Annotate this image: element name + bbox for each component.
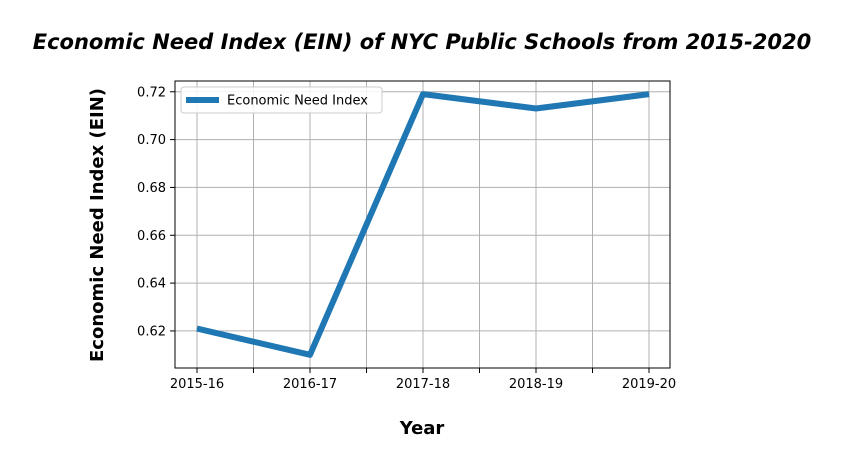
x-tick-label: 2017-18	[396, 377, 450, 392]
x-axis: 2015-16 2016-17 2017-18 2018-19 2019-20	[170, 368, 676, 392]
data-point	[422, 93, 424, 95]
y-tick-label: 0.68	[137, 181, 166, 196]
data-point	[196, 328, 198, 330]
x-tick-label: 2015-16	[170, 377, 224, 392]
data-point	[535, 108, 537, 110]
legend-box	[180, 86, 383, 114]
data-point	[309, 354, 311, 356]
x-tick-label: 2019-20	[622, 377, 676, 392]
y-tick-label: 0.62	[137, 324, 166, 339]
y-tick-label: 0.72	[137, 85, 166, 100]
x-axis-title: Year	[399, 418, 445, 439]
y-tick-label: 0.64	[137, 277, 166, 292]
x-tick-label: 2016-17	[283, 377, 337, 392]
y-tick-label: 0.66	[137, 229, 166, 244]
legend: Economic Need Index	[180, 86, 383, 114]
x-tick-label: 2018-19	[509, 377, 563, 392]
y-tick-label: 0.70	[137, 133, 166, 148]
y-axis-title: Economic Need Index (EIN)	[87, 88, 108, 362]
legend-label: Economic Need Index	[227, 94, 368, 109]
chart-title: Economic Need Index (EIN) of NYC Public …	[33, 30, 812, 54]
series-layer	[196, 91, 650, 358]
grid-lines	[175, 81, 670, 368]
y-axis: 0.62 0.64 0.66 0.68 0.70 0.72	[137, 85, 175, 339]
data-point	[648, 93, 650, 95]
